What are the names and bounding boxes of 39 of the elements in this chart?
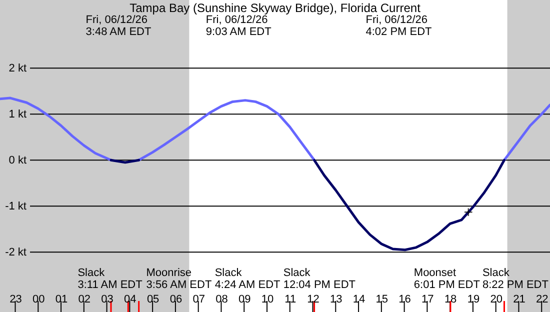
annotation: Slack 4:24 AM EDT <box>214 267 281 291</box>
annotation: Fri, 06/12/26 3:48 AM EDT <box>86 14 152 38</box>
annotation: Slack 3:11 AM EDT <box>78 267 143 291</box>
y-tick-label: 1 kt <box>8 108 26 121</box>
x-tick-label: 04 <box>124 294 136 306</box>
annotation: Moonset 6:01 PM EDT <box>414 267 480 291</box>
annotation: Fri, 06/12/26 9:03 AM EDT <box>206 14 272 38</box>
x-tick-label: 15 <box>376 294 388 306</box>
x-tick-label: 13 <box>330 294 342 306</box>
x-tick-label: 16 <box>398 294 411 306</box>
x-tick-label: 20 <box>490 294 502 306</box>
x-tick-label: 09 <box>238 294 251 306</box>
x-tick-label: 14 <box>352 294 366 306</box>
annotation: Fri, 06/12/26 4:02 PM EDT <box>366 14 432 38</box>
x-tick-label: 19 <box>467 294 480 306</box>
x-tick-label: 23 <box>10 294 22 306</box>
y-tick-label: 2 kt <box>8 62 26 75</box>
chart-title: Tampa Bay (Sunshine Skyway Bridge), Florida Current <box>130 1 422 15</box>
annotation: Moonrise 3:56 AM EDT <box>146 267 212 291</box>
x-tick-label: 11 <box>284 294 296 306</box>
x-tick-label: 18 <box>444 294 457 306</box>
x-tick-label: 17 <box>422 294 434 306</box>
x-tick-label: 02 <box>78 294 91 306</box>
annotation: Slack 12:04 PM EDT <box>283 267 356 291</box>
x-tick-label: 01 <box>55 294 68 306</box>
x-tick-label: 00 <box>32 294 45 306</box>
y-tick-label: 0 kt <box>8 154 26 167</box>
x-tick-label: 08 <box>216 294 228 306</box>
x-tick-label: 10 <box>261 294 274 306</box>
x-tick-label: 21 <box>513 294 526 306</box>
x-tick-label: 12 <box>307 294 320 306</box>
x-tick-label: 05 <box>146 294 160 306</box>
y-tick-label: -2 kt <box>5 246 26 259</box>
annotation: Slack 8:22 PM EDT <box>482 267 549 291</box>
x-tick-label: 07 <box>192 294 205 306</box>
x-tick-label: 03 <box>101 294 114 306</box>
x-tick-label: 06 <box>170 294 182 306</box>
x-tick-label: 22 <box>536 294 548 306</box>
y-tick-label: -1 kt <box>5 200 26 213</box>
